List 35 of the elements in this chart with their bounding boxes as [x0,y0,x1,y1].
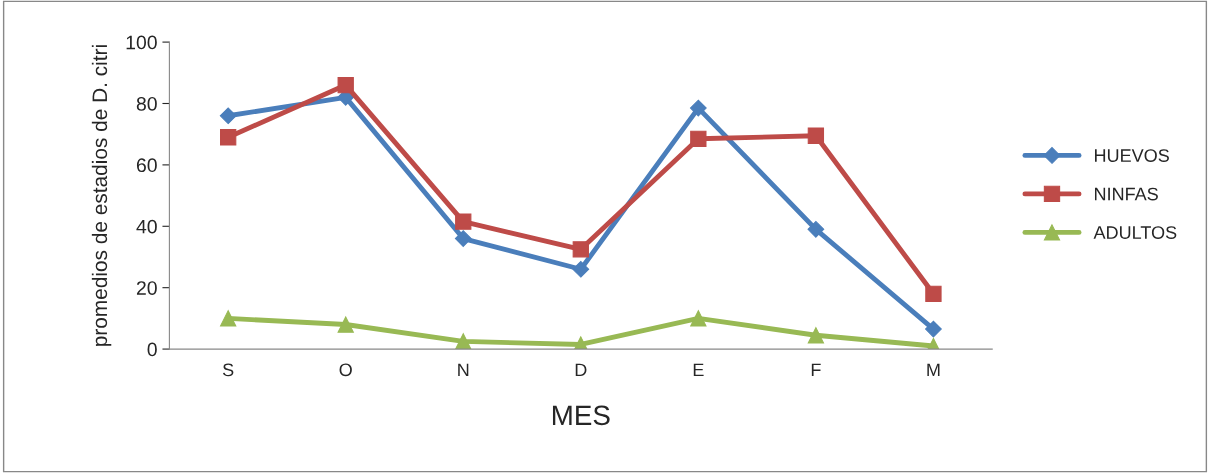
point [807,127,825,144]
x-tick-label: S [222,363,234,377]
x-tick-label: E [693,363,704,377]
y-tick-label: 0 [147,342,157,357]
point [690,130,707,147]
point [455,213,472,230]
x-tick-label: F [811,363,821,377]
y-axis-title: promedios de estadios de D. citri [91,45,112,346]
point [572,241,589,258]
x-tick-label: M [927,363,940,377]
legend-label: ADULTOS [1093,226,1177,239]
legend-label: NINFAS [1095,187,1158,201]
point [807,220,825,238]
point [337,76,354,94]
point [220,129,237,146]
point [220,310,237,327]
point [690,310,707,327]
y-tick-label: 40 [136,219,157,234]
x-axis-title: MES [552,405,610,426]
point [572,260,590,278]
y-tick-label: 100 [126,35,157,50]
point [219,107,237,125]
point [337,316,354,333]
y-tick-label: 60 [136,158,157,173]
point [689,99,707,117]
point [807,327,825,344]
point [454,230,472,247]
point [925,285,942,302]
x-tick-label: D [575,363,587,377]
y-tick-label: 80 [136,96,157,111]
x-tick-label: N [458,363,469,377]
point [925,320,942,338]
legend-label: HUEVOS [1095,149,1169,162]
x-tick-label: O [339,363,352,377]
y-tick-label: 20 [136,281,157,295]
